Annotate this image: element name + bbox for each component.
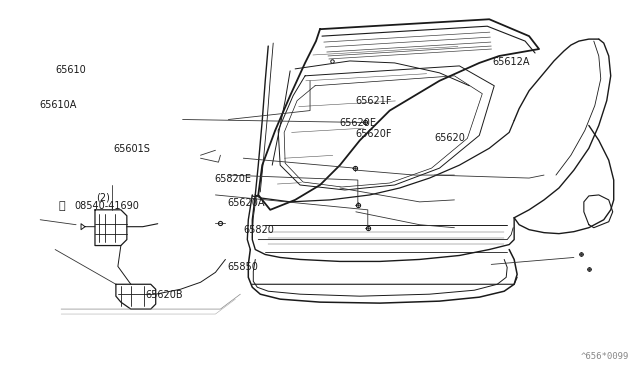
Text: 65620B: 65620B <box>145 290 183 300</box>
Text: 65820: 65820 <box>244 225 275 235</box>
Text: 65610A: 65610A <box>40 100 77 110</box>
Text: Ⓢ: Ⓢ <box>58 201 65 211</box>
Text: 65820E: 65820E <box>215 174 252 184</box>
Text: 65612A: 65612A <box>492 57 529 67</box>
Text: 65610: 65610 <box>56 65 86 75</box>
Text: 65620A: 65620A <box>228 198 265 208</box>
Text: ^656*0099: ^656*0099 <box>580 352 628 361</box>
Text: 65850: 65850 <box>228 262 259 272</box>
Text: 65620F: 65620F <box>355 129 392 139</box>
Text: (2): (2) <box>96 192 109 202</box>
Text: 65620: 65620 <box>435 133 465 143</box>
Text: 08540-41690: 08540-41690 <box>75 201 140 211</box>
Text: 65601S: 65601S <box>113 144 150 154</box>
Text: 65621F: 65621F <box>355 96 392 106</box>
Text: 65620E: 65620E <box>339 118 376 128</box>
